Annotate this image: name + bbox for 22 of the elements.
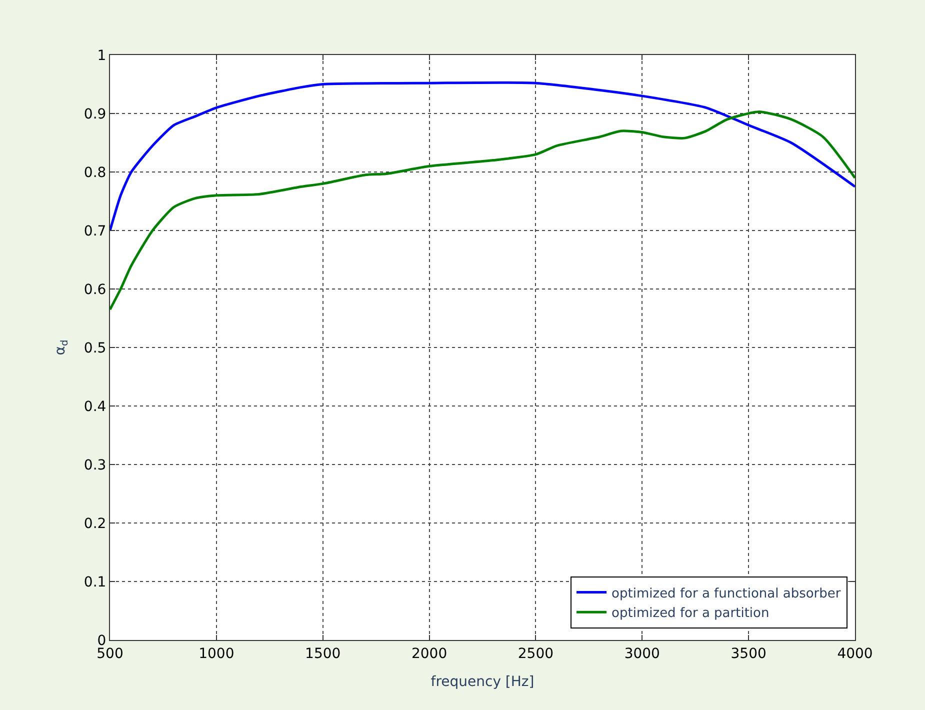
x-tick-label: 4000 xyxy=(837,646,873,662)
y-tick-label: 0.9 xyxy=(84,106,106,122)
x-tick-label: 3500 xyxy=(730,646,766,662)
y-tick-label: 0.6 xyxy=(84,282,106,298)
x-tick-label: 2000 xyxy=(411,646,448,662)
legend-label: optimized for a partition xyxy=(612,606,770,622)
x-tick-label: 2500 xyxy=(518,646,554,662)
x-tick-label: 1000 xyxy=(198,646,234,662)
line-series xyxy=(110,110,855,311)
y-tick-label: 1 xyxy=(97,48,106,64)
y-tick-label: 0.1 xyxy=(84,574,106,590)
y-tick-label: 0.2 xyxy=(84,516,106,532)
x-axis-title: frequency [Hz] xyxy=(430,674,534,690)
x-tick-label: 1500 xyxy=(305,646,341,662)
line-series xyxy=(110,81,855,232)
y-tick-label: 0.8 xyxy=(84,164,106,181)
y-tick-label: 0.4 xyxy=(84,398,106,415)
y-tick-label: 0.5 xyxy=(84,340,106,356)
y-tick-label: 0.3 xyxy=(84,457,106,474)
y-tick-label: 0.7 xyxy=(84,223,106,240)
legend-label: optimized for a functional absorber xyxy=(612,586,842,602)
x-tick-label: 3000 xyxy=(624,646,660,662)
